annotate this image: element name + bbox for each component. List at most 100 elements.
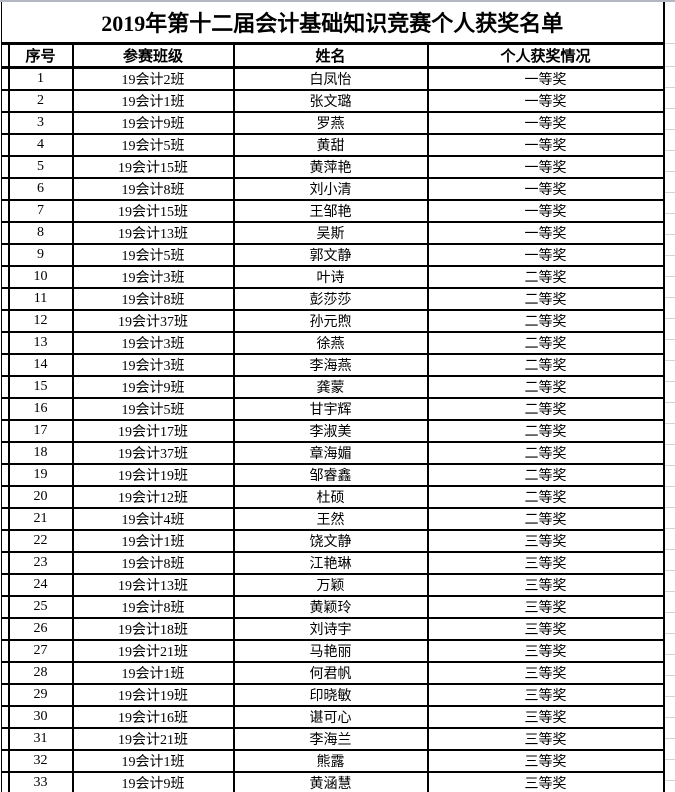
cell-name: 何君帆 xyxy=(232,660,429,685)
left-margin-cell xyxy=(1,396,10,421)
cell-class: 19会计3班 xyxy=(71,352,235,377)
table-row: 7 19会计15班 王邹艳 一等奖 xyxy=(1,198,665,223)
left-margin-cell xyxy=(1,374,10,399)
cell-name: 徐燕 xyxy=(232,330,429,355)
cell-class: 19会计18班 xyxy=(71,616,235,641)
table-row: 9 19会计5班 郭文静 一等奖 xyxy=(1,242,665,267)
title-row: 2019年第十二届会计基础知识竞赛个人获奖名单 xyxy=(1,2,665,45)
table-row: 15 19会计9班 龚蒙 二等奖 xyxy=(1,374,665,399)
cell-class: 19会计12班 xyxy=(71,484,235,509)
cell-class: 19会计9班 xyxy=(71,374,235,399)
cell-class: 19会计19班 xyxy=(71,462,235,487)
table-row: 13 19会计3班 徐燕 二等奖 xyxy=(1,330,665,355)
cell-serial: 12 xyxy=(7,308,74,333)
cell-award: 一等奖 xyxy=(426,220,665,245)
table-row: 17 19会计17班 李淑美 二等奖 xyxy=(1,418,665,443)
cell-award: 三等奖 xyxy=(426,616,665,641)
cell-award: 二等奖 xyxy=(426,330,665,355)
left-margin-cell xyxy=(1,286,10,311)
cell-serial: 28 xyxy=(7,660,74,685)
cell-award: 三等奖 xyxy=(426,704,665,729)
cell-name: 王邹艳 xyxy=(232,198,429,223)
table-row: 25 19会计8班 黄颖玲 三等奖 xyxy=(1,594,665,619)
left-margin-cell xyxy=(1,726,10,751)
table-row: 11 19会计8班 彭莎莎 二等奖 xyxy=(1,286,665,311)
cell-serial: 32 xyxy=(7,748,74,773)
cell-class: 19会计5班 xyxy=(71,396,235,421)
cell-class: 19会计1班 xyxy=(71,748,235,773)
cell-name: 孙元煦 xyxy=(232,308,429,333)
table-row: 1 19会计2班 白凤怡 一等奖 xyxy=(1,66,665,91)
cell-name: 杜硕 xyxy=(232,484,429,509)
table-row: 18 19会计37班 章海媚 二等奖 xyxy=(1,440,665,465)
cell-award: 二等奖 xyxy=(426,484,665,509)
cell-award: 二等奖 xyxy=(426,396,665,421)
left-margin-cell xyxy=(1,418,10,443)
table-row: 31 19会计21班 李海兰 三等奖 xyxy=(1,726,665,751)
table-row: 4 19会计5班 黄甜 一等奖 xyxy=(1,132,665,157)
cell-class: 19会计5班 xyxy=(71,132,235,157)
table-row: 28 19会计1班 何君帆 三等奖 xyxy=(1,660,665,685)
cell-award: 三等奖 xyxy=(426,528,665,553)
table-row: 14 19会计3班 李海燕 二等奖 xyxy=(1,352,665,377)
left-margin-cell xyxy=(1,132,10,157)
cell-name: 李海兰 xyxy=(232,726,429,751)
left-margin-cell xyxy=(1,220,10,245)
table-row: 8 19会计13班 吴斯 一等奖 xyxy=(1,220,665,245)
cell-serial: 14 xyxy=(7,352,74,377)
header-award: 个人获奖情况 xyxy=(426,42,665,69)
cell-serial: 29 xyxy=(7,682,74,707)
left-margin-cell xyxy=(1,484,10,509)
cell-award: 三等奖 xyxy=(426,594,665,619)
table-row: 24 19会计13班 万颖 三等奖 xyxy=(1,572,665,597)
cell-name: 刘小清 xyxy=(232,176,429,201)
cell-name: 叶诗 xyxy=(232,264,429,289)
left-margin-cell xyxy=(1,506,10,531)
cell-serial: 3 xyxy=(7,110,74,135)
table-row: 29 19会计19班 印晓敏 三等奖 xyxy=(1,682,665,707)
table-row: 19 19会计19班 邹睿鑫 二等奖 xyxy=(1,462,665,487)
cell-name: 谌可心 xyxy=(232,704,429,729)
cell-name: 马艳丽 xyxy=(232,638,429,663)
cell-serial: 4 xyxy=(7,132,74,157)
left-margin-cell xyxy=(1,264,10,289)
cell-serial: 17 xyxy=(7,418,74,443)
cell-class: 19会计8班 xyxy=(71,176,235,201)
left-margin-cell xyxy=(1,88,10,113)
table-row: 5 19会计15班 黄萍艳 一等奖 xyxy=(1,154,665,179)
cell-name: 黄萍艳 xyxy=(232,154,429,179)
cell-name: 饶文静 xyxy=(232,528,429,553)
table-row: 12 19会计37班 孙元煦 二等奖 xyxy=(1,308,665,333)
cell-serial: 10 xyxy=(7,264,74,289)
cell-serial: 27 xyxy=(7,638,74,663)
cell-name: 黄颖玲 xyxy=(232,594,429,619)
left-margin-cell xyxy=(1,176,10,201)
cell-name: 甘宇辉 xyxy=(232,396,429,421)
table-row: 27 19会计21班 马艳丽 三等奖 xyxy=(1,638,665,663)
table-row: 21 19会计4班 王然 二等奖 xyxy=(1,506,665,531)
left-margin-cell xyxy=(1,154,10,179)
left-margin-cell xyxy=(1,682,10,707)
table-row: 22 19会计1班 饶文静 三等奖 xyxy=(1,528,665,553)
table-row: 23 19会计8班 江艳琳 三等奖 xyxy=(1,550,665,575)
cell-class: 19会计13班 xyxy=(71,220,235,245)
cell-award: 一等奖 xyxy=(426,88,665,113)
cell-class: 19会计1班 xyxy=(71,528,235,553)
page-title: 2019年第十二届会计基础知识竞赛个人获奖名单 xyxy=(1,2,665,45)
left-margin-cell xyxy=(1,308,10,333)
cell-class: 19会计17班 xyxy=(71,418,235,443)
left-margin-cell xyxy=(1,770,10,792)
cell-name: 章海媚 xyxy=(232,440,429,465)
cell-serial: 26 xyxy=(7,616,74,641)
table-row: 3 19会计9班 罗燕 一等奖 xyxy=(1,110,665,135)
left-margin-cell xyxy=(1,462,10,487)
cell-award: 一等奖 xyxy=(426,176,665,201)
cell-serial: 6 xyxy=(7,176,74,201)
cell-award: 三等奖 xyxy=(426,572,665,597)
cell-class: 19会计3班 xyxy=(71,330,235,355)
cell-serial: 5 xyxy=(7,154,74,179)
left-margin-cell xyxy=(1,352,10,377)
cell-name: 熊露 xyxy=(232,748,429,773)
